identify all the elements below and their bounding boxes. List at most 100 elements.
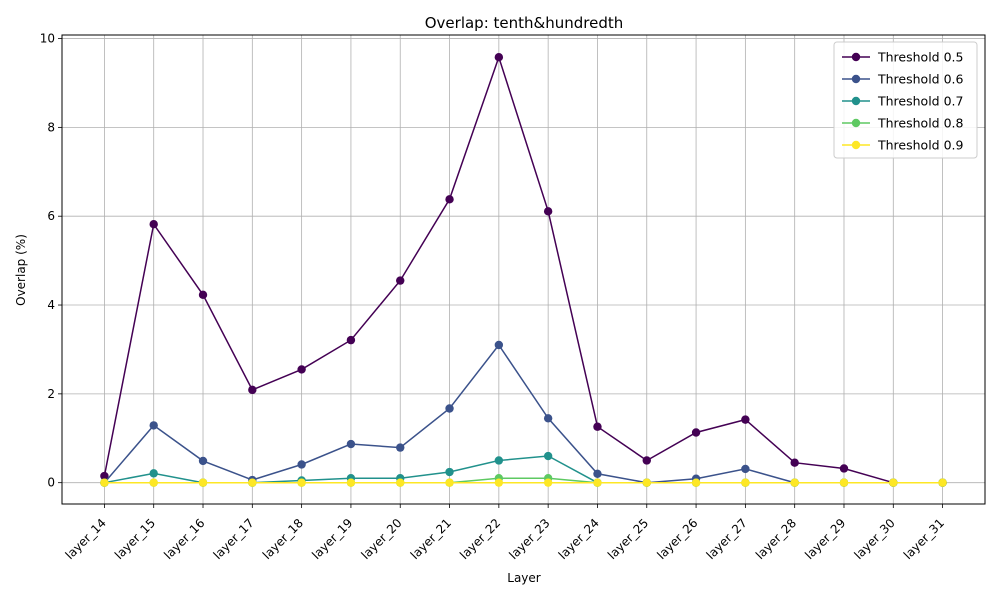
data-point — [198, 478, 208, 487]
data-point — [346, 439, 356, 449]
data-point — [494, 478, 504, 487]
data-point — [790, 478, 799, 487]
data-point — [543, 478, 553, 487]
y-axis-label: Overlap (%) — [14, 234, 28, 306]
data-point — [346, 478, 356, 487]
x-tick-label: layer_22 — [457, 516, 503, 562]
y-axis-ticks: 0 2 4 6 8 10 — [40, 32, 62, 490]
legend-item: Threshold 0.5 — [842, 50, 963, 65]
legend-label: Threshold 0.9 — [877, 138, 964, 153]
data-point — [593, 478, 602, 487]
series-group — [100, 53, 947, 487]
y-tick-label: 10 — [40, 32, 55, 46]
data-point — [494, 53, 504, 62]
legend-marker — [851, 96, 861, 106]
data-point — [198, 456, 208, 466]
data-point — [642, 478, 651, 487]
data-point — [297, 460, 306, 469]
data-point — [593, 422, 602, 431]
data-point — [593, 469, 602, 478]
x-tick-label: layer_27 — [704, 516, 750, 562]
legend-label: Threshold 0.7 — [877, 94, 963, 109]
data-point — [938, 478, 947, 487]
x-tick-label: layer_19 — [309, 516, 355, 562]
data-point — [790, 458, 799, 467]
y-tick-label: 2 — [47, 387, 55, 401]
x-tick-label: layer_21 — [408, 516, 454, 562]
x-tick-label: layer_31 — [901, 516, 947, 562]
data-point — [543, 451, 553, 461]
legend-item: Threshold 0.6 — [842, 72, 964, 87]
data-point — [346, 335, 356, 345]
data-point — [889, 478, 898, 487]
y-tick-label: 6 — [47, 209, 55, 223]
series-group — [100, 478, 947, 487]
y-tick-label: 4 — [47, 298, 55, 312]
data-point — [149, 219, 158, 229]
x-tick-label: layer_17 — [211, 516, 257, 562]
data-point — [149, 469, 158, 478]
legend-marker — [851, 74, 861, 84]
x-tick-label: layer_28 — [753, 516, 799, 562]
x-tick-label: layer_18 — [260, 516, 306, 562]
y-tick-label: 8 — [47, 120, 55, 134]
x-tick-label: layer_23 — [506, 516, 552, 562]
legend-item: Threshold 0.7 — [842, 94, 963, 109]
data-point — [445, 195, 454, 204]
legend: Threshold 0.5 Threshold 0.6 Threshold 0.7 T… — [833, 41, 978, 159]
data-point — [543, 207, 553, 216]
series-group — [100, 474, 947, 487]
legend-marker — [851, 52, 861, 62]
chart-title: Overlap: tenth&hundredth — [425, 14, 624, 32]
data-point — [100, 478, 109, 487]
data-point — [445, 404, 454, 413]
data-point — [445, 478, 454, 487]
legend-marker — [851, 140, 861, 150]
grid — [62, 35, 985, 504]
data-point — [691, 478, 701, 487]
x-axis-label: Layer — [507, 571, 541, 585]
data-point — [839, 478, 849, 487]
data-point — [198, 290, 208, 300]
data-point — [839, 464, 849, 473]
legend-label: Threshold 0.5 — [877, 50, 963, 65]
series-line — [103, 54, 943, 484]
data-point — [149, 478, 158, 487]
data-point — [642, 456, 651, 465]
x-tick-label: layer_14 — [63, 516, 109, 562]
data-point — [396, 478, 405, 487]
x-tick-label: layer_29 — [802, 516, 848, 562]
legend-label: Threshold 0.8 — [877, 116, 964, 131]
y-tick-label: 0 — [47, 476, 55, 490]
data-point — [297, 478, 306, 487]
x-tick-label: layer_15 — [112, 516, 158, 562]
data-point — [396, 276, 405, 285]
x-tick-label: layer_30 — [852, 516, 898, 562]
x-tick-label: layer_25 — [605, 516, 651, 562]
series-group — [100, 451, 947, 487]
data-point — [494, 340, 504, 350]
data-point — [248, 385, 257, 395]
data-point — [543, 414, 553, 423]
data-point — [149, 421, 158, 430]
legend-item: Threshold 0.8 — [842, 116, 964, 131]
legend-label: Threshold 0.6 — [877, 72, 964, 87]
x-axis-ticks: layer_14 layer_15 layer_16 layer_17 layer_18… — [63, 504, 947, 562]
legend-box — [833, 41, 978, 159]
data-point — [741, 464, 750, 474]
data-point — [396, 443, 405, 452]
x-tick-label: layer_20 — [358, 516, 404, 562]
x-tick-label: layer_24 — [556, 516, 602, 562]
series-lines — [100, 53, 947, 487]
data-point — [741, 415, 750, 424]
data-point — [741, 478, 750, 487]
legend-item: Threshold 0.9 — [842, 138, 964, 153]
data-point — [100, 471, 109, 481]
data-point — [691, 428, 701, 437]
data-point — [248, 478, 257, 487]
legend-marker — [851, 118, 861, 128]
data-point — [445, 467, 454, 477]
plot-frame — [61, 34, 986, 505]
